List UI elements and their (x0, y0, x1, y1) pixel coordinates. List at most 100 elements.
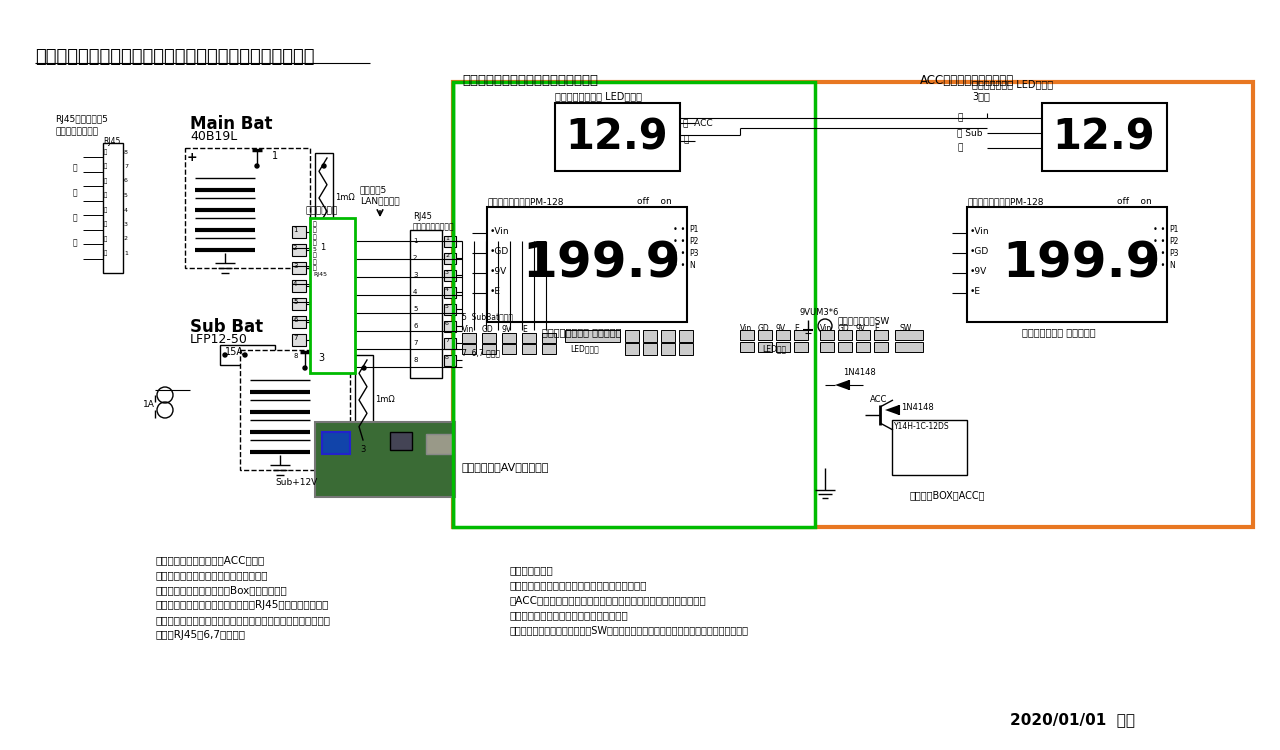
Text: 1: 1 (273, 151, 278, 161)
Bar (564, 330, 620, 342)
Text: 白: 白 (104, 207, 108, 213)
Bar (895, 342, 923, 352)
Text: 白: 白 (73, 213, 78, 222)
Text: E: E (874, 324, 879, 333)
Text: 1mΩ: 1mΩ (375, 395, 394, 404)
Bar (444, 321, 456, 332)
Text: 7: 7 (413, 340, 417, 346)
Text: SW: SW (900, 324, 913, 333)
Text: 暗電流チェックSW: 暗電流チェックSW (838, 316, 891, 325)
Bar (776, 330, 790, 340)
Circle shape (255, 164, 259, 168)
Text: 4: 4 (293, 281, 297, 287)
Text: 2: 2 (445, 253, 449, 258)
Text: カ
テ
ゴ
リ
5
モ
ジ
ュ
RJ45: カ テ ゴ リ 5 モ ジ ュ RJ45 (314, 221, 326, 278)
Bar (660, 343, 675, 355)
Text: 9V: 9V (502, 325, 512, 334)
Bar (186, 148, 310, 268)
Text: 1: 1 (124, 251, 128, 256)
Text: 注：　モジュラジャックケーブルはRJ45ピンアサインです: 注： モジュラジャックケーブルはRJ45ピンアサインです (155, 600, 329, 610)
Text: LANケーブル: LANケーブル (360, 196, 399, 205)
Bar (1042, 103, 1167, 171)
Text: サブバッテリー 液晶電流計: サブバッテリー 液晶電流計 (1021, 327, 1096, 337)
Bar (426, 434, 454, 454)
Text: +: + (187, 151, 197, 164)
Polygon shape (835, 380, 849, 390)
Bar (292, 280, 306, 292)
Text: 8: 8 (293, 353, 297, 359)
Text: 注：　バッテリ及び充電側はコントローラーを参照して下さい: 注： バッテリ及び充電側はコントローラーを参照して下さい (155, 615, 330, 625)
Bar (895, 330, 923, 340)
Text: ・静止時は表示、点灯しない。消費電流も無い。: ・静止時は表示、点灯しない。消費電流も無い。 (509, 580, 648, 590)
Text: Vin: Vin (820, 324, 832, 333)
Text: 2: 2 (124, 236, 128, 242)
Text: N: N (1169, 261, 1175, 270)
Text: • •: • • (673, 261, 685, 270)
Text: • •: • • (673, 237, 685, 246)
Text: 1A: 1A (143, 400, 155, 409)
Text: 白 Sub: 白 Sub (957, 128, 983, 137)
Text: 液晶パネルメータPM-128: 液晶パネルメータPM-128 (966, 197, 1043, 206)
Bar (486, 207, 687, 322)
Bar (444, 338, 456, 349)
Text: ヒューズBOXのACCへ: ヒューズBOXのACCへ (910, 490, 986, 500)
Text: 緑: 緑 (104, 178, 108, 184)
Text: •9V: •9V (970, 267, 987, 276)
Bar (453, 82, 1253, 527)
Bar (292, 316, 306, 328)
Text: • •: • • (673, 249, 685, 258)
Bar (625, 330, 639, 342)
Text: N: N (689, 261, 695, 270)
Bar (323, 432, 349, 454)
Text: 8: 8 (445, 355, 449, 360)
Text: Vin: Vin (462, 325, 475, 334)
Text: 15A: 15A (225, 347, 244, 357)
Text: 6: 6 (445, 321, 449, 326)
Bar (522, 344, 536, 354)
Text: ACC: ACC (870, 395, 887, 404)
Text: 3: 3 (124, 222, 128, 227)
Bar (625, 343, 639, 355)
Bar (678, 330, 692, 342)
Text: 199.9: 199.9 (522, 240, 681, 288)
Text: 動作と操作説明: 動作と操作説明 (509, 565, 554, 575)
Text: Y14H-1C-12DS: Y14H-1C-12DS (893, 422, 950, 431)
Text: サブバッテリー LED電圧計: サブバッテリー LED電圧計 (972, 79, 1053, 89)
Text: • •: • • (1153, 249, 1165, 258)
Circle shape (362, 366, 366, 370)
Bar (820, 330, 835, 340)
Bar (643, 343, 657, 355)
Text: 8: 8 (413, 357, 417, 363)
Text: 白: 白 (73, 238, 78, 247)
Bar (502, 333, 516, 343)
Text: Main Bat: Main Bat (189, 115, 273, 133)
Text: RJ45: RJ45 (413, 212, 431, 221)
Text: メインバッテリー LED電圧計: メインバッテリー LED電圧計 (556, 91, 643, 101)
Bar (856, 330, 870, 340)
Text: 白: 白 (73, 188, 78, 197)
Text: 運転席ダッシュボードシャント型デジタル電流計＆電圧計: 運転席ダッシュボードシャント型デジタル電流計＆電圧計 (35, 48, 315, 66)
Text: 8: 8 (124, 149, 128, 154)
Text: 12.9: 12.9 (566, 116, 668, 158)
Bar (444, 287, 456, 298)
Text: 9V: 9V (776, 324, 786, 333)
Bar (315, 153, 333, 243)
Bar (776, 342, 790, 352)
Bar (462, 344, 476, 354)
Text: 4: 4 (124, 208, 128, 212)
Text: off    on: off on (637, 197, 672, 206)
Bar (220, 345, 275, 365)
Bar (678, 343, 692, 355)
Bar (874, 330, 888, 340)
Text: 白: 白 (104, 236, 108, 242)
Bar (483, 333, 497, 343)
Text: 6: 6 (124, 178, 128, 184)
Text: 3線式: 3線式 (972, 91, 989, 101)
Text: オーバヘッドAVメーカ基盤: オーバヘッドAVメーカ基盤 (462, 462, 549, 472)
Text: 緑: 緑 (104, 164, 108, 170)
Text: 7  6,7 不使用: 7 6,7 不使用 (462, 348, 500, 357)
Text: 2020/01/01  更新: 2020/01/01 更新 (1010, 712, 1135, 727)
Bar (794, 342, 808, 352)
Text: ACCオンで点灯表示します: ACCオンで点灯表示します (920, 74, 1014, 87)
Text: •E: •E (490, 287, 500, 296)
